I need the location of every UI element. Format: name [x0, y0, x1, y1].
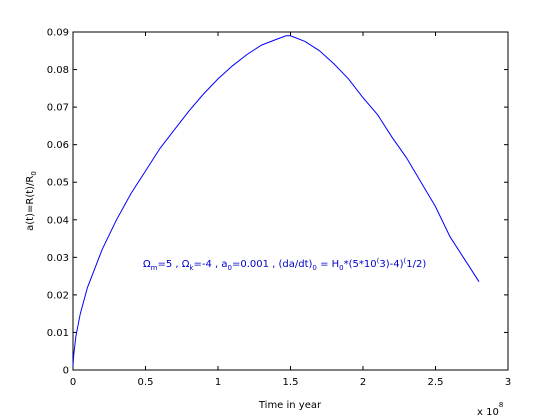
y-tick-label: 0.03 — [47, 253, 69, 264]
annotation-subscript: 0 — [339, 264, 343, 272]
x-tick-label: 1 — [215, 377, 221, 388]
x-tick-label: 0 — [70, 377, 76, 388]
x-tick-label: 1.5 — [283, 377, 299, 388]
series-line — [72, 35, 480, 367]
y-tick-label: 0.05 — [47, 178, 69, 189]
annotation-subscript: 0 — [227, 264, 231, 272]
annotation-text: Ωm=5 , Ωk=-4 , a0=0.001 , (da/dt)0 = H0*… — [143, 257, 426, 272]
x-tick-label: 0.5 — [138, 377, 154, 388]
annotation-superscript: ( — [404, 257, 407, 265]
y-tick-label: 0.06 — [47, 140, 69, 151]
annotation-part: = H — [317, 259, 339, 270]
y-tick-label: 0.08 — [47, 65, 69, 76]
annotation-subscript: k — [189, 264, 194, 272]
annotation-part: =5 , Ω — [157, 259, 189, 270]
annotation-part: 1/2) — [406, 259, 426, 270]
annotation-part: *(5*10 — [344, 259, 377, 270]
y-label-subscript: 0 — [30, 171, 38, 175]
annotation-superscript: ( — [377, 257, 380, 265]
x-tick-label: 3 — [505, 377, 511, 388]
series-group — [72, 35, 480, 367]
x-multiplier-base: x 10 — [477, 407, 499, 418]
annotation-part: =0.001 , (da/dt) — [232, 259, 313, 270]
y-label-main: a(t)=R(t)/R — [25, 176, 36, 231]
plot-area — [72, 31, 509, 371]
y-axis-label: a(t)=R(t)/R0 — [25, 171, 38, 231]
x-tick-label: 2.5 — [428, 377, 444, 388]
annotation-subscript: 0 — [312, 264, 316, 272]
annotation-subscript: m — [151, 264, 158, 272]
y-tick-label: 0.01 — [47, 328, 69, 339]
annotation-part: Ω — [143, 259, 151, 270]
x-axis-label: Time in year — [258, 400, 322, 411]
axis-ticks: 0 0.5 1 1.5 2 2.5 3 0 0.01 0.02 0.03 0.04 0.05 0.06 0.… — [47, 28, 511, 389]
x-multiplier-exponent: 8 — [499, 401, 503, 409]
x-axis-multiplier: x 108 — [477, 401, 503, 418]
y-tick-label: 0.07 — [47, 103, 69, 114]
y-tick-label: 0.04 — [47, 215, 69, 226]
x-tick-label: 2 — [360, 377, 366, 388]
annotation-part: =-4 , a — [193, 259, 227, 270]
annotation-part: 3)-4) — [379, 259, 403, 270]
y-tick-label: 0.09 — [47, 28, 69, 39]
y-tick-label: 0 — [63, 366, 69, 377]
y-tick-label: 0.02 — [47, 290, 69, 301]
